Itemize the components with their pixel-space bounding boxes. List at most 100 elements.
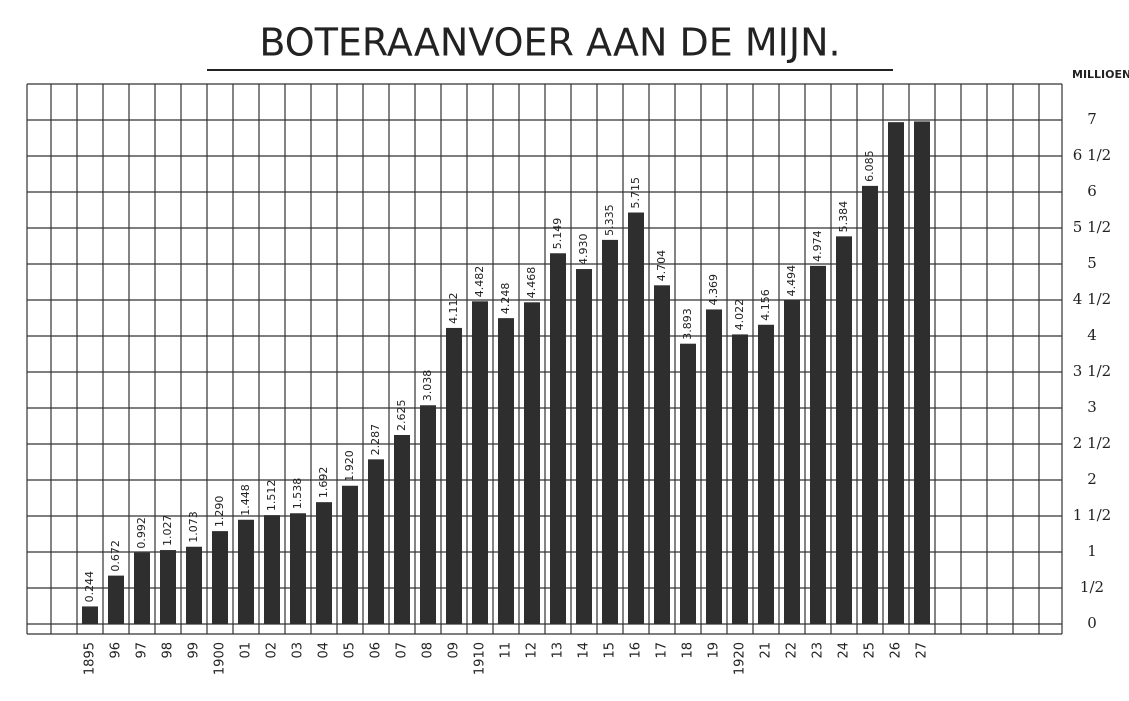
bar xyxy=(862,185,878,624)
bar xyxy=(628,212,644,624)
y-tick-label: 1/2 xyxy=(1080,578,1104,596)
y-tick-label: 1 1/2 xyxy=(1073,506,1111,524)
bar xyxy=(212,531,228,624)
x-tick-label: 07 xyxy=(395,642,410,659)
value-label: 5.149 xyxy=(551,218,564,250)
x-tick-label: 25 xyxy=(863,642,878,659)
x-tick-label: 26 xyxy=(889,642,904,659)
x-tick-label: 13 xyxy=(551,642,566,659)
chart-title: BOTERAANVOER AAN DE MIJN. xyxy=(259,21,840,65)
value-label: 4.022 xyxy=(733,299,746,331)
y-tick-label: 7 xyxy=(1087,110,1097,128)
x-tick-label: 1920 xyxy=(733,642,748,675)
bar xyxy=(550,253,566,624)
bar xyxy=(784,300,800,624)
value-label: 5.715 xyxy=(629,177,642,209)
x-tick-label: 97 xyxy=(135,642,150,659)
value-label: 1.538 xyxy=(291,478,304,510)
bar xyxy=(316,502,332,624)
value-label: 1.920 xyxy=(343,450,356,482)
x-tick-label: 09 xyxy=(447,642,462,659)
x-tick-label: 03 xyxy=(291,642,306,659)
bar xyxy=(524,302,540,624)
value-label: 5.335 xyxy=(603,204,616,236)
y-tick-label: 2 1/2 xyxy=(1073,434,1111,452)
value-label: 1.073 xyxy=(187,511,200,543)
y-tick-label: 2 xyxy=(1087,470,1097,488)
x-tick-label: 19 xyxy=(707,642,722,659)
value-label: 4.248 xyxy=(499,283,512,315)
value-label: 1.512 xyxy=(265,480,278,512)
bar xyxy=(420,405,436,624)
value-label: 2.625 xyxy=(395,400,408,432)
x-tick-label: 1910 xyxy=(473,642,488,675)
bar xyxy=(576,269,592,624)
bar xyxy=(160,550,176,624)
x-tick-label: 06 xyxy=(369,642,384,659)
value-label: 4.704 xyxy=(655,250,668,282)
value-label: 4.930 xyxy=(577,234,590,266)
value-label: 0.244 xyxy=(83,571,96,603)
x-tick-label: 1900 xyxy=(213,642,228,675)
value-label: 3.893 xyxy=(681,308,694,340)
x-tick-label: 27 xyxy=(915,642,930,659)
value-label: 5.384 xyxy=(837,201,850,233)
bar xyxy=(810,265,826,624)
x-tick-label: 17 xyxy=(655,642,670,659)
y-tick-label: 6 xyxy=(1087,182,1097,200)
x-tick-label: 96 xyxy=(109,642,124,659)
y-tick-label: 6 1/2 xyxy=(1073,146,1111,164)
value-label: 4.156 xyxy=(759,289,772,321)
value-label: 4.974 xyxy=(811,230,824,262)
y-tick-label: 3 1/2 xyxy=(1073,362,1111,380)
value-label: 1.692 xyxy=(317,467,330,499)
bar xyxy=(472,301,488,624)
x-tick-label: 15 xyxy=(603,642,618,659)
x-tick-label: 14 xyxy=(577,642,592,659)
y-tick-label: 4 xyxy=(1087,326,1097,344)
x-tick-label: 23 xyxy=(811,642,826,659)
x-tick-label: 12 xyxy=(525,642,540,659)
bar xyxy=(654,285,670,624)
y-tick-label: 0 xyxy=(1087,614,1097,632)
bar xyxy=(836,236,852,625)
value-label: 6.085 xyxy=(863,150,876,182)
bar xyxy=(602,239,618,624)
value-label: 1.448 xyxy=(239,484,252,516)
bar xyxy=(446,327,462,624)
y-tick-label: 4 1/2 xyxy=(1073,290,1111,308)
x-tick-label: 22 xyxy=(785,642,800,659)
value-label: 4.468 xyxy=(525,267,538,299)
bar xyxy=(368,459,384,624)
bar xyxy=(134,552,150,624)
x-tick-label: 05 xyxy=(343,642,358,659)
value-label: 2.287 xyxy=(369,424,382,456)
bar xyxy=(82,606,98,624)
bar xyxy=(888,122,904,624)
bar xyxy=(706,309,722,624)
x-tick-label: 18 xyxy=(681,642,696,659)
value-label: 4.494 xyxy=(785,265,798,297)
x-tick-label: 16 xyxy=(629,642,644,659)
x-tick-label: 02 xyxy=(265,642,280,659)
bar xyxy=(914,121,930,624)
y-axis-label: MILLIOEN K.G. xyxy=(1072,68,1129,81)
bar xyxy=(264,515,280,624)
value-label: 4.482 xyxy=(473,266,486,298)
y-tick-label: 5 xyxy=(1087,254,1097,272)
bar xyxy=(394,435,410,624)
x-tick-label: 99 xyxy=(187,642,202,659)
x-tick-label: 04 xyxy=(317,642,332,659)
x-tick-label: 98 xyxy=(161,642,176,659)
bar xyxy=(342,485,358,624)
value-label: 1.290 xyxy=(213,496,226,528)
bar xyxy=(680,343,696,624)
value-label: 4.369 xyxy=(707,274,720,306)
x-tick-label: 21 xyxy=(759,642,774,659)
x-tick-label: 01 xyxy=(239,642,254,659)
x-tick-label: 1895 xyxy=(83,642,98,675)
x-tick-label: 24 xyxy=(837,642,852,659)
value-label: 0.672 xyxy=(109,540,122,572)
x-tick-label: 11 xyxy=(499,642,514,659)
